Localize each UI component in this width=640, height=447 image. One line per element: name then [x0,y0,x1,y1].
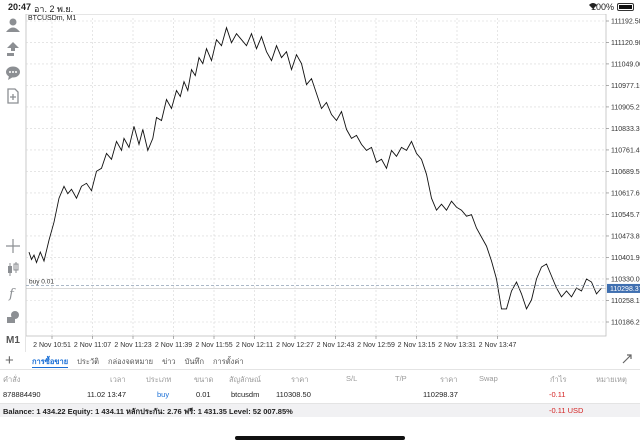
y-tick-label: 110977.10 [611,83,640,90]
balance-bar: Balance: 1 434.22 Equity: 1 434.11 หลักป… [0,403,640,417]
terminal-tabs: การซื้อขาย ประวัติ กล่องจดหมาย ข่าว บันท… [32,356,244,368]
user-icon[interactable] [5,17,21,33]
col-size: ขนาด [194,375,214,384]
left-toolbar: f M1 [0,14,26,352]
add-icon[interactable]: + [5,352,14,369]
cell-open-price: 110308.50 [276,390,311,399]
tab-news[interactable]: ข่าว [162,357,176,366]
chart-title: BTCUSDm, M1 [28,15,77,22]
y-tick-label: 110833.30 [611,126,640,133]
col-swap: Swap [479,374,498,383]
y-tick-label: 110761.40 [611,147,640,154]
x-tick-label: 2 Nov 13:31 [438,342,476,349]
divider [0,369,640,370]
cell-size: 0.01 [196,390,211,399]
cell-time: 11.02 13:47 [87,390,127,399]
battery-icon [617,3,634,11]
col-time: เวลา [110,375,126,384]
chat-icon[interactable] [5,65,21,81]
cell-symbol: btcusdm [231,390,260,399]
y-tick-label: 110186.20 [611,320,640,327]
col-type: ประเภท [146,375,172,384]
trade-icon[interactable] [5,41,21,57]
x-tick-label: 2 Nov 12:11 [236,342,273,349]
crosshair-icon[interactable] [5,238,21,254]
col-profit: กำไร [550,375,567,384]
col-comment: หมายเหตุ [596,375,627,384]
col-sl: S/L [346,374,358,383]
balance-text: Balance: 1 434.22 Equity: 1 434.11 หลักป… [3,407,293,416]
y-tick-label: 111120.90 [611,40,640,47]
chart-canvas[interactable]: buy 0.01 111192.50 111120.90 111049.00 1109… [26,14,640,352]
price-series-line [28,26,602,311]
x-tick-label: 2 Nov 12:27 [276,342,314,349]
x-tick-label: 2 Nov 12:59 [357,342,395,349]
y-tick-label: 110617.60 [611,190,640,197]
status-bar: 20:47 อา. 2 พ.ย. 100% [0,0,640,14]
price-line-layer: buy 0.01 [26,26,606,311]
x-tick-label: 2 Nov 13:15 [398,342,436,349]
price-chart[interactable]: buy 0.01 111192.50 111120.90 111049.00 1109… [26,14,640,352]
table-header: คำสั่ง เวลา ประเภท ขนาด สัญลักษณ์ ราคา S… [0,372,640,385]
y-tick-label: 110330.00 [611,276,640,283]
x-tick-label: 2 Nov 10:51 [33,342,71,349]
status-time: 20:47 [8,2,32,12]
current-price-label: 110298.37 [610,286,640,293]
y-tick-label: 111192.50 [611,19,640,26]
chart-type-icon[interactable] [5,261,21,277]
svg-text:f: f [8,287,16,301]
x-tick-label: 2 Nov 11:23 [114,342,151,349]
x-tick-label: 2 Nov 11:55 [195,342,232,349]
chart-axes: 111192.50 111120.90 111049.00 110977.10 1109… [33,19,640,349]
y-tick-label: 110401.90 [611,255,640,262]
indicators-icon[interactable]: f [5,285,21,301]
cell-current-price: 110298.37 [423,390,458,399]
tab-journal[interactable]: บันทึก [184,357,205,366]
home-indicator[interactable] [235,436,405,440]
status-date: อา. 2 พ.ย. [34,4,74,14]
x-tick-label: 2 Nov 11:39 [155,342,192,349]
cell-type: buy [157,390,170,399]
balance-total: -0.11 USD [549,406,584,415]
y-tick-label: 110689.50 [611,169,640,176]
x-tick-label: 2 Nov 13:47 [479,342,517,349]
table-row[interactable]: 878884490 11.02 13:47 buy 0.01 btcusdm 1… [0,388,640,401]
col-current-price: ราคา [440,375,458,384]
new-doc-icon[interactable] [5,88,21,104]
col-price: ราคา [291,375,309,384]
cell-order: 878884490 [3,390,41,399]
col-symbol: สัญลักษณ์ [229,375,262,384]
col-order: คำสั่ง [3,375,21,384]
status-right: 100% [588,2,634,12]
current-price-tag [607,283,640,293]
cell-profit: -0.11 [549,390,566,399]
x-tick-label: 2 Nov 11:07 [74,342,111,349]
chart-grid [26,14,607,337]
tab-mailbox[interactable]: กล่องจดหมาย [108,357,154,366]
y-tick-label: 110473.80 [611,233,640,240]
col-tp: T/P [395,374,407,383]
battery-percent: 100% [590,2,614,12]
x-tick-label: 2 Nov 12:43 [317,342,355,349]
tab-trade[interactable]: การซื้อขาย [32,357,69,368]
objects-icon[interactable] [5,309,21,325]
tab-settings[interactable]: การตั้งค่า [213,357,244,366]
y-tick-label: 110258.10 [611,298,640,305]
plot-border [26,14,607,337]
y-tick-label: 111049.00 [611,61,640,68]
y-tick-label: 110905.20 [611,104,640,111]
tab-history[interactable]: ประวัติ [77,357,100,366]
timeframe-button[interactable]: M1 [6,335,20,346]
y-tick-label: 110545.70 [611,212,640,219]
buy-order-label: buy 0.01 [29,278,54,285]
